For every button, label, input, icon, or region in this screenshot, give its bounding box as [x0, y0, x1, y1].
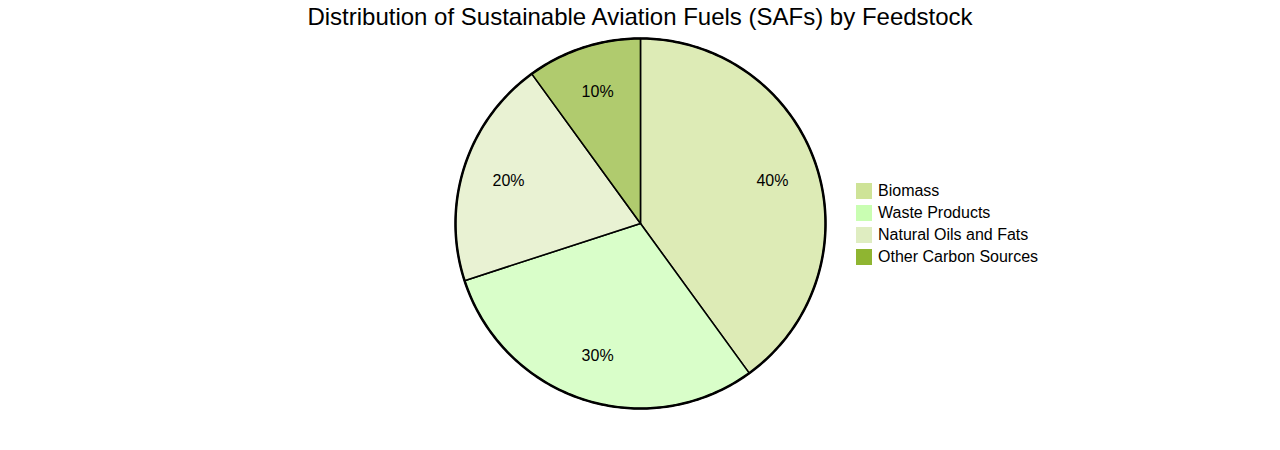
svg-text:30%: 30% — [582, 347, 614, 364]
svg-text:10%: 10% — [582, 83, 614, 100]
svg-text:40%: 40% — [756, 172, 788, 189]
html-text:Natural Oils and Fats: Natural Oils and Fats — [878, 226, 1029, 243]
svg-text:20%: 20% — [493, 172, 525, 189]
html-text:Distribution of Sustainable Av: Distribution of Sustainable Aviation Fue… — [307, 3, 973, 30]
html-text:Biomass: Biomass — [878, 182, 940, 199]
html-text:Other Carbon Sources: Other Carbon Sources — [878, 248, 1039, 265]
html-text:Waste Products: Waste Products — [878, 204, 991, 221]
